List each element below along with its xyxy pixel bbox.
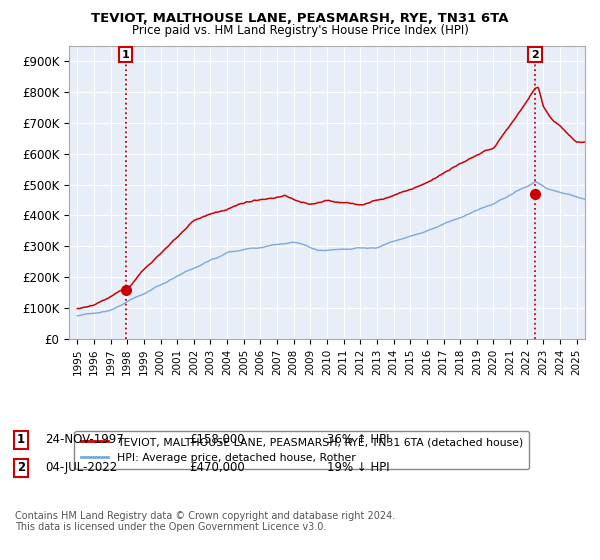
Text: TEVIOT, MALTHOUSE LANE, PEASMARSH, RYE, TN31 6TA: TEVIOT, MALTHOUSE LANE, PEASMARSH, RYE, …	[91, 12, 509, 25]
Text: 1: 1	[122, 50, 130, 60]
Text: 04-JUL-2022: 04-JUL-2022	[45, 461, 117, 474]
Text: 19% ↓ HPI: 19% ↓ HPI	[327, 461, 389, 474]
Legend: TEVIOT, MALTHOUSE LANE, PEASMARSH, RYE, TN31 6TA (detached house), HPI: Average : TEVIOT, MALTHOUSE LANE, PEASMARSH, RYE, …	[74, 431, 529, 469]
Text: 24-NOV-1997: 24-NOV-1997	[45, 433, 124, 446]
Text: £470,000: £470,000	[189, 461, 245, 474]
Text: Price paid vs. HM Land Registry's House Price Index (HPI): Price paid vs. HM Land Registry's House …	[131, 24, 469, 36]
Text: 2: 2	[17, 461, 25, 474]
Text: 2: 2	[531, 50, 539, 60]
Text: £158,000: £158,000	[189, 433, 245, 446]
Text: 36% ↑ HPI: 36% ↑ HPI	[327, 433, 389, 446]
Text: 1: 1	[17, 433, 25, 446]
Text: Contains HM Land Registry data © Crown copyright and database right 2024.
This d: Contains HM Land Registry data © Crown c…	[15, 511, 395, 533]
